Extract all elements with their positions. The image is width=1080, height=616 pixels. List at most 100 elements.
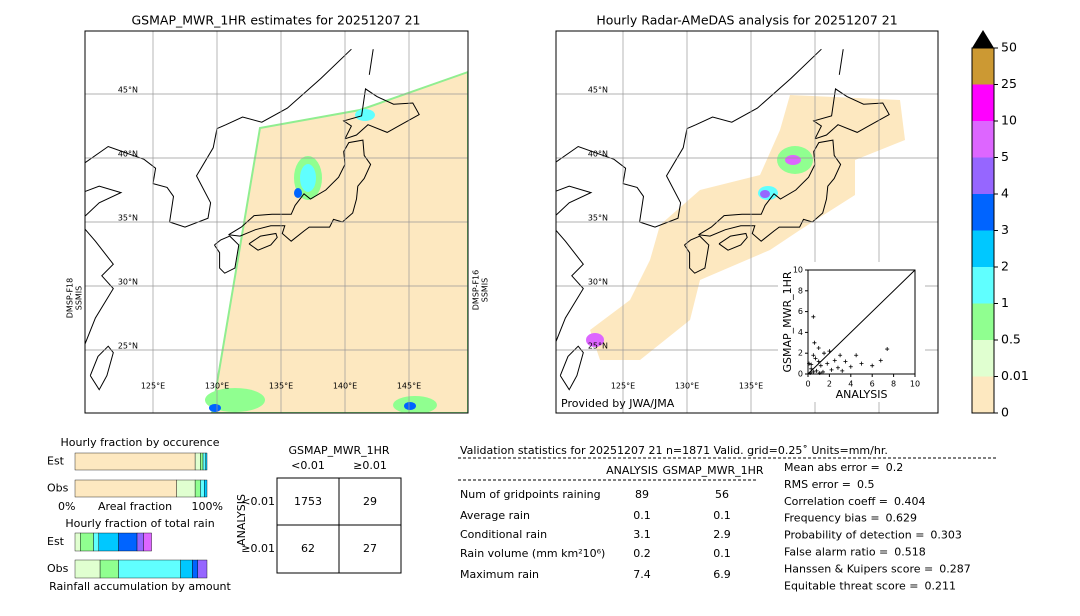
credit: Provided by JWA/JMA [561, 397, 675, 410]
score-label: Hanssen & Kuipers score = [784, 562, 933, 575]
row-label: Est [47, 455, 65, 468]
lat-label: 45°N [118, 86, 138, 95]
right-map [556, 31, 938, 413]
lat-label: 25°N [588, 342, 608, 351]
total-rain-title: Hourly fraction of total rain [65, 517, 214, 530]
scatter-point [825, 361, 830, 366]
colorbar-label: 5 [1001, 149, 1009, 164]
scatter-point [807, 361, 812, 366]
colorbar-segment [972, 48, 994, 85]
satellite-label: SSMIS [481, 278, 490, 303]
row-label: Obs [47, 482, 69, 495]
colorbar-label: 4 [1001, 186, 1009, 201]
scatter-point [811, 314, 816, 319]
scatter-frame [807, 269, 916, 375]
scatter-point [885, 347, 890, 352]
left-map [85, 31, 468, 413]
scatter-point [878, 358, 883, 363]
coastline [838, 49, 844, 75]
col-header: ANALYSIS [606, 464, 658, 477]
lat-label: 40°N [118, 150, 138, 159]
rain-area [586, 333, 604, 347]
rain-area [785, 155, 801, 165]
colorbar-segment [972, 230, 994, 267]
scatter-point [838, 353, 843, 358]
stat-label: Num of gridpoints raining [460, 488, 601, 501]
score-value: 0.404 [894, 495, 926, 508]
score-value: 0.518 [894, 546, 926, 559]
stat-value: 89 [635, 488, 649, 501]
lon-label: 125°E [611, 382, 635, 391]
stat-label: Rain volume (mm km²10⁶) [460, 547, 605, 560]
score-value: 0.211 [924, 579, 956, 592]
fraction-segment [118, 532, 138, 552]
stat-value: 0.1 [713, 509, 731, 522]
coastline [248, 232, 278, 251]
score-label: Equitable threat score = [784, 579, 918, 592]
lat-label: 45°N [588, 86, 608, 95]
colorbar-segment [972, 157, 994, 194]
x-tick-label: 2 [827, 380, 832, 389]
swath [210, 70, 468, 413]
colorbar-segment [972, 84, 994, 121]
colorbar-label: 0.5 [1001, 332, 1021, 347]
table-cell: 62 [301, 542, 315, 555]
coastline [89, 345, 114, 391]
lat-label: 30°N [588, 278, 608, 287]
colorbar-extend [972, 30, 994, 48]
scatter-point [829, 367, 834, 372]
scatter-point [817, 370, 822, 375]
colorbar-segment [972, 194, 994, 231]
rain-area [294, 188, 302, 198]
colorbar-label: 2 [1001, 259, 1009, 274]
coastline [85, 48, 352, 346]
fraction-segment [74, 532, 81, 552]
fraction-segment [143, 532, 152, 552]
score: Frequency bias = 0.629 [784, 512, 917, 525]
lat-label: 25°N [118, 342, 138, 351]
score-value: 0.287 [939, 562, 971, 575]
score-label: RMS error = [784, 478, 851, 491]
lat-label: 35°N [118, 214, 138, 223]
lon-label: 130°E [205, 382, 229, 391]
coastline [812, 88, 890, 140]
score-label: Probability of detection = [784, 529, 924, 542]
colorbar-segment [972, 376, 994, 413]
fraction-segment [80, 532, 94, 552]
rain-area [300, 164, 316, 192]
stat-value: 0.1 [633, 509, 651, 522]
fraction-segment [74, 559, 101, 579]
stat-value: 6.9 [713, 568, 731, 581]
colorbar-label: 50 [1001, 40, 1017, 55]
colorbar-segment [972, 121, 994, 158]
scatter-point [812, 340, 817, 345]
scatter-point [814, 368, 819, 373]
colorbar-segment [972, 303, 994, 340]
coastline [368, 49, 374, 75]
coastline [213, 235, 240, 274]
col-header: <0.01 [291, 459, 325, 472]
fraction-segment [99, 559, 119, 579]
scatter-point [835, 365, 840, 370]
stat-value: 0.1 [713, 547, 731, 560]
scatter-point [811, 353, 816, 358]
fraction-segment [204, 479, 208, 498]
axis-label: Rainfall accumulation by amount [49, 580, 231, 593]
scatter-point [832, 358, 837, 363]
coastline [556, 48, 822, 343]
stat-value: 2.9 [713, 528, 731, 541]
fraction-segment [136, 532, 144, 552]
satellite-label: DMSP-F16 [472, 270, 481, 310]
scatter-point [827, 349, 832, 354]
stat-value: 7.4 [633, 568, 651, 581]
satellite-label: DMSP-F18 [66, 278, 75, 318]
score: Probability of detection = 0.303 [784, 529, 962, 542]
x-tick-label: 10 [910, 380, 920, 389]
score: RMS error = 0.5 [784, 478, 874, 491]
x-tick-label: 0 [805, 380, 810, 389]
score-value: 0.303 [930, 529, 962, 542]
x-axis-label: ANALYSIS [836, 388, 888, 401]
lat-label: 35°N [588, 214, 608, 223]
fraction-segment [74, 452, 196, 471]
scatter-point [809, 366, 814, 371]
